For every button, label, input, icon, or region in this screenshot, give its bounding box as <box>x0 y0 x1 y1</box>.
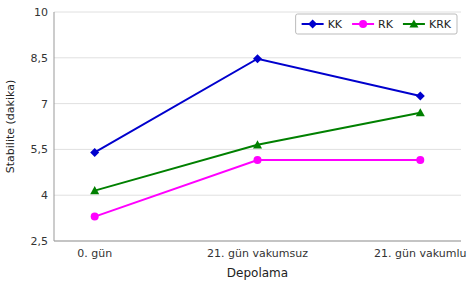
marker <box>90 148 99 157</box>
chart: 2,5 4 5,5 7 8,5 10 0. gün 21. gün vakumsuz 21. g… <box>0 0 471 285</box>
marker <box>416 91 425 100</box>
y-tick-label: 4 <box>41 189 48 202</box>
series <box>90 108 425 194</box>
y-tick-label: 2,5 <box>31 235 49 248</box>
grid <box>54 12 461 241</box>
marker <box>253 140 262 148</box>
line <box>95 113 421 191</box>
marker <box>253 54 262 63</box>
legend-entry: KRK <box>403 18 452 31</box>
marker <box>90 186 99 194</box>
plot-area <box>90 54 425 220</box>
marker <box>416 108 425 116</box>
axes: 2,5 4 5,5 7 8,5 10 0. gün 21. gün vakumsuz 21. g… <box>31 6 467 260</box>
y-axis-label: Stabilite (dakika) <box>4 80 17 173</box>
grid-line <box>54 103 461 104</box>
x-axis-line <box>54 241 461 242</box>
line <box>95 59 421 153</box>
legend-label: RK <box>378 18 394 31</box>
marker <box>91 213 99 221</box>
legend-marker <box>409 20 418 28</box>
x-tick-label: 0. gün <box>77 247 112 260</box>
x-tick-label: 21. gün vakumsuz <box>207 247 308 260</box>
legend-entry: KK <box>302 18 343 31</box>
x-tick-label: 21. gün vakumlu <box>374 247 466 260</box>
y-tick-label: 7 <box>41 98 48 111</box>
grid-line <box>54 149 461 150</box>
y-tick-label: 10 <box>34 6 48 19</box>
legend: KK RK KRK <box>296 14 457 34</box>
series <box>90 54 425 157</box>
series <box>91 156 425 220</box>
legend-label: KK <box>328 18 343 31</box>
y-tick-label: 5,5 <box>31 143 49 156</box>
legend-frame <box>296 14 457 34</box>
grid-line <box>54 241 461 242</box>
y-tick-label: 8,5 <box>31 52 49 65</box>
line <box>95 160 421 216</box>
marker <box>254 156 262 164</box>
y-axis-line <box>54 12 55 241</box>
marker <box>416 156 424 164</box>
legend-label: KRK <box>429 18 452 31</box>
legend-marker <box>359 20 367 28</box>
x-axis-label: Depolama <box>227 266 288 280</box>
grid-line <box>54 195 461 196</box>
grid-line <box>54 12 461 13</box>
legend-entry: RK <box>352 18 394 31</box>
legend-marker <box>308 20 317 29</box>
